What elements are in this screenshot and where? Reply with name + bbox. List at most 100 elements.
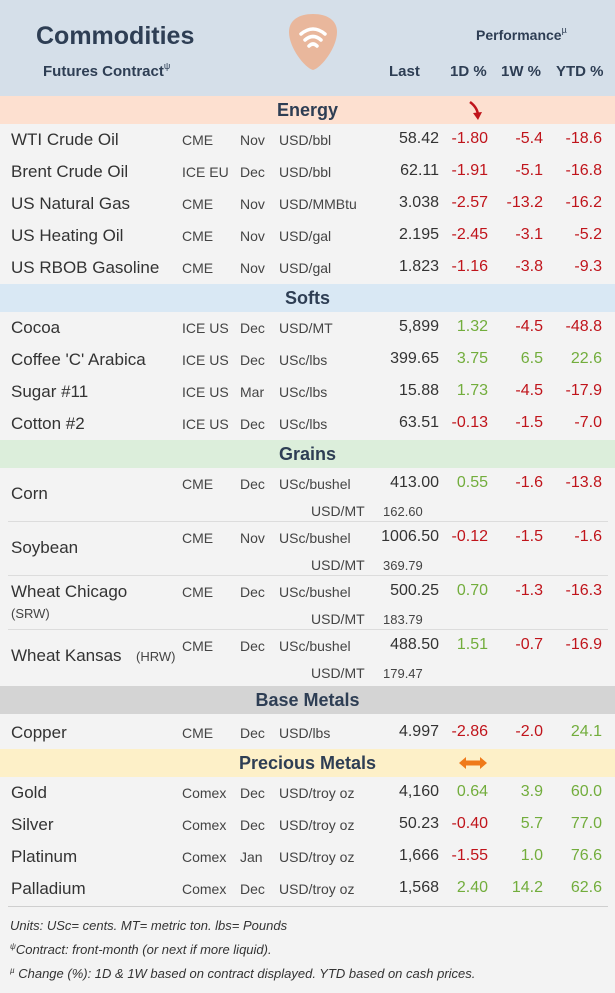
- last-price-secondary: 369.79: [383, 558, 423, 573]
- table-row: Platinum Comex Jan USD/troy oz 1,666 -1.55 1.0…: [0, 841, 615, 873]
- unit: USc/bushel: [279, 584, 351, 600]
- unit: USc/lbs: [279, 416, 328, 432]
- change-ytd: 62.6: [570, 879, 602, 896]
- table-row: US Heating Oil CME Nov USD/gal 2.195 -2.45 -3.…: [0, 220, 615, 252]
- unit-secondary: USD/MT: [311, 611, 365, 627]
- change-1d: -0.40: [451, 815, 488, 832]
- unit: USD/troy oz: [279, 785, 355, 801]
- change-1w: -1.5: [515, 414, 543, 431]
- table-row: Palladium Comex Dec USD/troy oz 1,568 2.40 14.…: [0, 873, 615, 905]
- contract-month: Dec: [240, 638, 265, 654]
- change-1d: 0.55: [456, 474, 488, 491]
- change-1d: -2.86: [451, 723, 488, 740]
- change-ytd: 24.1: [570, 723, 602, 740]
- section-softs: Softs: [0, 284, 615, 312]
- exchange: ICE EU: [182, 164, 229, 180]
- change-ytd: -9.3: [574, 258, 602, 275]
- exchange: CME: [182, 132, 214, 148]
- change-1w: -5.1: [515, 162, 543, 179]
- unit: USD/MT: [279, 320, 333, 336]
- last-price: 63.51: [398, 414, 439, 431]
- unit: USD/bbl: [279, 132, 332, 148]
- unit: USD/troy oz: [279, 881, 355, 897]
- exchange: CME: [182, 530, 214, 546]
- change-1d: -2.45: [451, 226, 488, 243]
- page-title: Commodities: [36, 22, 195, 50]
- table-row: Sugar #11 ICE US Mar USc/lbs 15.88 1.73 -4.5 -1…: [0, 376, 615, 408]
- contract-month: Dec: [240, 817, 265, 833]
- change-1d: 1.32: [456, 318, 488, 335]
- change-1w: -3.8: [515, 258, 543, 275]
- exchange: CME: [182, 476, 214, 492]
- commodity-name: Cocoa: [11, 318, 61, 337]
- contract-month: Dec: [240, 164, 265, 180]
- contract-month: Mar: [240, 384, 265, 400]
- table-row: Copper CME Dec USD/lbs 4.997 -2.86 -2.0 24.1: [0, 717, 615, 749]
- contract-month: Dec: [240, 476, 265, 492]
- change-ytd: -16.9: [565, 636, 602, 653]
- table-row: Cotton #2 ICE US Dec USc/lbs 63.51 -0.13 -1.5 -…: [0, 408, 615, 440]
- exchange: CME: [182, 725, 214, 741]
- table-row: Soybean CME Nov USc/bushel 1006.50 USD/MT 369.…: [0, 522, 615, 576]
- last-price: 1006.50: [381, 528, 439, 545]
- exchange: ICE US: [182, 384, 229, 400]
- change-ytd: -16.3: [565, 582, 602, 599]
- commodity-grade: (SRW): [11, 606, 50, 621]
- commodity-name: Coffee 'C' Arabica: [11, 350, 146, 369]
- last-price: 488.50: [390, 636, 439, 653]
- exchange: CME: [182, 638, 214, 654]
- change-1w: -2.0: [515, 723, 543, 740]
- change-1w: -4.5: [515, 318, 543, 335]
- commodity-name: US RBOB Gasoline: [11, 258, 160, 277]
- unit: USD/MMBtu: [279, 196, 357, 212]
- commodity-name: Platinum: [11, 847, 78, 866]
- change-1w: -4.5: [515, 382, 543, 399]
- commodity-name: Gold: [11, 783, 47, 802]
- change-1w: 14.2: [511, 879, 543, 896]
- unit: USc/bushel: [279, 638, 351, 654]
- last-price: 15.88: [398, 382, 439, 399]
- contract-month: Nov: [240, 228, 265, 244]
- change-1d: -1.16: [451, 258, 488, 275]
- table-row: WTI Crude Oil CME Nov USD/bbl 58.42 -1.80 -5.4…: [0, 124, 615, 156]
- change-1w: -1.5: [515, 528, 543, 545]
- change-ytd: -17.9: [565, 382, 602, 399]
- last-price-secondary: 179.47: [383, 666, 423, 681]
- table-row: Cocoa ICE US Dec USD/MT 5,899 1.32 -4.5 -48.8: [0, 312, 615, 344]
- section-base-metals: Base Metals: [0, 686, 615, 714]
- row-divider: [8, 575, 608, 576]
- table-row: Wheat Kansas (HRW) CME Dec USc/bushel 488.50 U…: [0, 630, 615, 684]
- change-ytd: 22.6: [570, 350, 602, 367]
- last-price: 5,899: [398, 318, 439, 335]
- contract-month: Nov: [240, 196, 265, 212]
- table-row: US Natural Gas CME Nov USD/MMBtu 3.038 -2.57 -…: [0, 188, 615, 220]
- unit: USD/gal: [279, 260, 332, 276]
- commodity-name: Corn: [11, 484, 48, 503]
- footer-contract: ψContract: front-month (or next if more …: [10, 942, 272, 957]
- commodity-name: Copper: [11, 723, 67, 742]
- unit: USD/gal: [279, 228, 332, 244]
- exchange: ICE US: [182, 416, 229, 432]
- change-1w: -5.4: [515, 130, 543, 147]
- exchange: ICE US: [182, 320, 229, 336]
- last-price: 3.038: [398, 194, 439, 211]
- exchange: CME: [182, 584, 214, 600]
- change-1w: -13.2: [506, 194, 543, 211]
- change-1d: 3.75: [456, 350, 488, 367]
- header: Commodities Futures Contractψ Performanc…: [0, 0, 615, 96]
- exchange: CME: [182, 228, 214, 244]
- contract-month: Nov: [240, 260, 265, 276]
- exchange: Comex: [182, 881, 227, 897]
- col-1d: 1D %: [450, 63, 487, 80]
- change-ytd: -18.6: [565, 130, 602, 147]
- commodity-grade: (HRW): [136, 649, 176, 664]
- exchange: CME: [182, 196, 214, 212]
- contract-month: Dec: [240, 881, 265, 897]
- change-1d: -0.12: [451, 528, 488, 545]
- change-1w: -0.7: [515, 636, 543, 653]
- commodity-name: US Natural Gas: [11, 194, 131, 213]
- last-price: 58.42: [398, 130, 439, 147]
- last-price: 1.823: [398, 258, 439, 275]
- exchange: Comex: [182, 817, 227, 833]
- change-ytd: -16.8: [565, 162, 602, 179]
